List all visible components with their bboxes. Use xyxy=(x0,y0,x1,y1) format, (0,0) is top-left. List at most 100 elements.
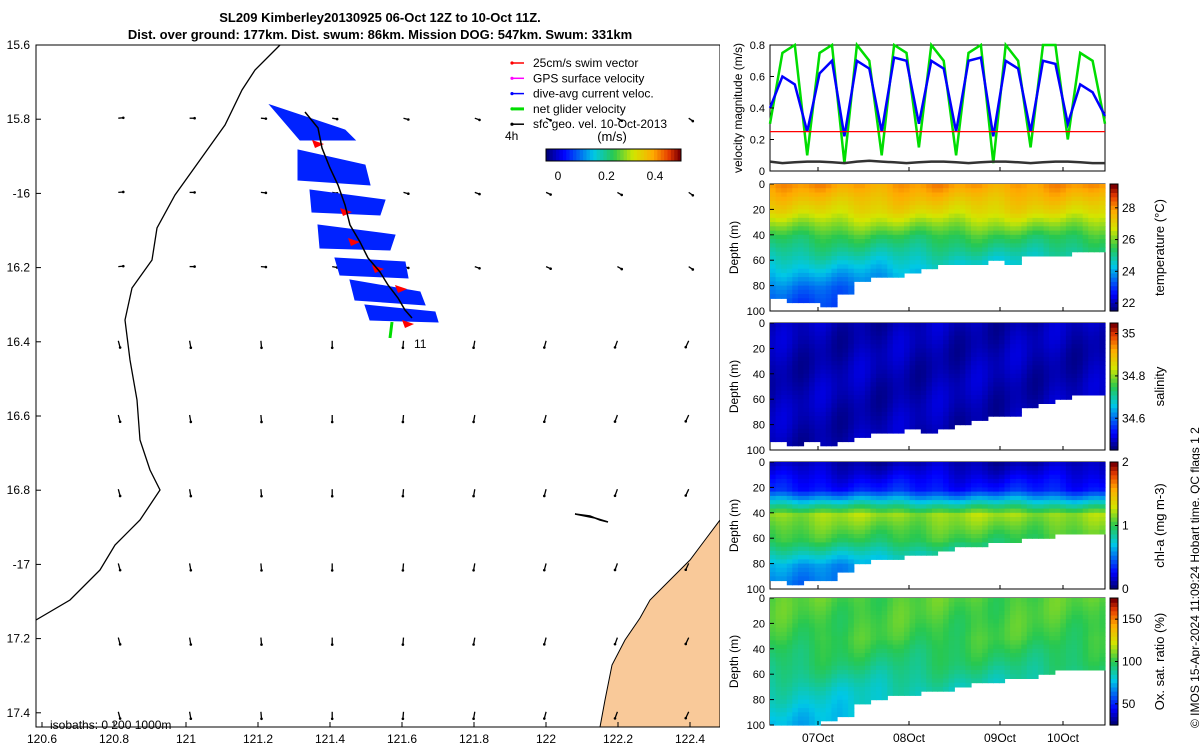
chla-cell xyxy=(876,487,883,493)
oxygen-cell xyxy=(809,720,816,726)
salinity-cell xyxy=(1071,386,1078,392)
chla-cell xyxy=(948,491,955,497)
chla-cell xyxy=(915,478,922,484)
salinity-cell xyxy=(786,416,793,421)
salinity-cell xyxy=(831,437,838,443)
chla-cell xyxy=(982,525,989,531)
temperature-cell xyxy=(797,294,805,299)
temperature-cell xyxy=(770,230,777,236)
salinity-cell xyxy=(1077,373,1084,379)
chla-cell xyxy=(1060,495,1067,501)
salinity-cell xyxy=(1049,386,1056,392)
salinity-cell xyxy=(876,407,883,413)
salinity-cell xyxy=(1082,356,1089,362)
chla-cell xyxy=(870,529,877,535)
salinity-cell xyxy=(1071,348,1078,354)
salinity-cell xyxy=(797,428,805,434)
temperature-cell xyxy=(1026,213,1033,219)
salinity-cell xyxy=(1049,378,1056,383)
salinity-cell xyxy=(1060,386,1067,392)
temperature-cell xyxy=(926,243,933,249)
temperature-cell xyxy=(848,196,855,202)
oxygen-cell xyxy=(781,606,788,612)
temperature-cell xyxy=(781,205,788,210)
salinity-cell xyxy=(920,403,927,409)
salinity-cell xyxy=(887,386,894,392)
temperature-cell xyxy=(1082,239,1089,244)
salinity-cell xyxy=(1049,331,1056,337)
salinity-cell xyxy=(770,416,777,421)
salinity-cell xyxy=(809,433,816,438)
salinity-cell xyxy=(987,382,994,388)
chla-cell xyxy=(998,529,1006,535)
salinity-cell xyxy=(959,373,966,379)
chla-cell xyxy=(993,474,1000,480)
salinity-cell xyxy=(848,348,855,354)
chla-cell xyxy=(1043,491,1050,497)
salinity-cell xyxy=(954,361,961,366)
salinity-cell xyxy=(853,327,860,332)
temperature-cell xyxy=(797,285,805,291)
salinity-cell xyxy=(971,361,978,366)
oxygen-cell xyxy=(781,720,788,726)
salinity-cell xyxy=(965,386,972,392)
salinity-cell xyxy=(1054,323,1061,328)
salinity-cell xyxy=(876,344,883,349)
temperature-cell xyxy=(848,200,855,206)
oxygen-cell xyxy=(859,695,866,701)
temperature-cell xyxy=(792,222,799,227)
temperature-cell xyxy=(1088,217,1095,223)
salinity-cell xyxy=(803,428,810,434)
chla-cell xyxy=(1060,517,1067,522)
salinity-cell xyxy=(931,331,939,337)
chla-cell xyxy=(1015,462,1022,467)
oxygen-cell xyxy=(859,623,866,629)
oxygen-cell xyxy=(837,712,844,718)
temperature-cell xyxy=(792,213,799,219)
chla-cell xyxy=(987,466,994,471)
salinity-cell xyxy=(1038,344,1045,349)
temperature-cell xyxy=(797,230,805,236)
salinity-cell xyxy=(965,365,972,371)
temperature-cell xyxy=(1071,222,1078,227)
chla-cell xyxy=(1049,504,1056,510)
oxygen-cell xyxy=(837,691,844,696)
temperature-cell xyxy=(870,243,877,249)
temperature-cell xyxy=(915,222,922,227)
salinity-cell xyxy=(931,323,939,328)
oxygen-cell xyxy=(803,619,810,624)
salinity-cell xyxy=(1010,411,1017,417)
colorbar-cell xyxy=(664,149,668,161)
salinity-cell xyxy=(1049,382,1056,388)
chla-cell xyxy=(987,508,994,514)
temperature-cell xyxy=(959,251,966,257)
chla-cell xyxy=(926,495,933,501)
salinity-cell xyxy=(987,323,994,328)
temperature-cell xyxy=(1054,213,1061,219)
chla-cell xyxy=(926,474,933,480)
temperature-cell xyxy=(870,188,877,193)
oxygen-cell xyxy=(803,602,810,607)
oxygen-cell xyxy=(842,619,849,624)
chla-cell xyxy=(831,466,838,471)
oxygen-cell xyxy=(781,640,788,646)
salinity-cell xyxy=(920,424,927,430)
temperature-cell xyxy=(831,256,838,261)
temperature-cbar-frame xyxy=(1109,183,1119,312)
salinity-cell xyxy=(898,420,905,426)
temperature-cbar-cell xyxy=(1110,230,1118,236)
chla-cell xyxy=(1021,504,1028,510)
chla-cell xyxy=(820,491,827,497)
chla-cell xyxy=(1093,508,1100,514)
salinity-cell xyxy=(1026,403,1033,409)
salinity-cell xyxy=(937,382,944,388)
salinity-cell xyxy=(976,407,983,413)
oxygen-cell xyxy=(825,614,832,620)
temperature-cell xyxy=(1026,243,1033,249)
temperature-cell xyxy=(831,264,838,270)
oxygen-cell xyxy=(770,720,777,726)
temperature-cell xyxy=(876,226,883,232)
chla-cell xyxy=(775,567,782,573)
oxygen-cell xyxy=(825,602,832,607)
salinity-cell xyxy=(876,348,883,354)
